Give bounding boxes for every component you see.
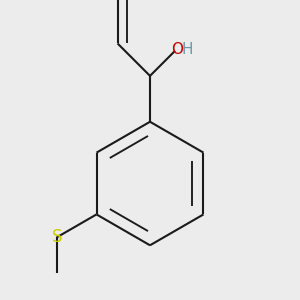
Text: S: S (52, 228, 62, 246)
Text: H: H (182, 42, 193, 57)
Text: O: O (171, 42, 183, 57)
